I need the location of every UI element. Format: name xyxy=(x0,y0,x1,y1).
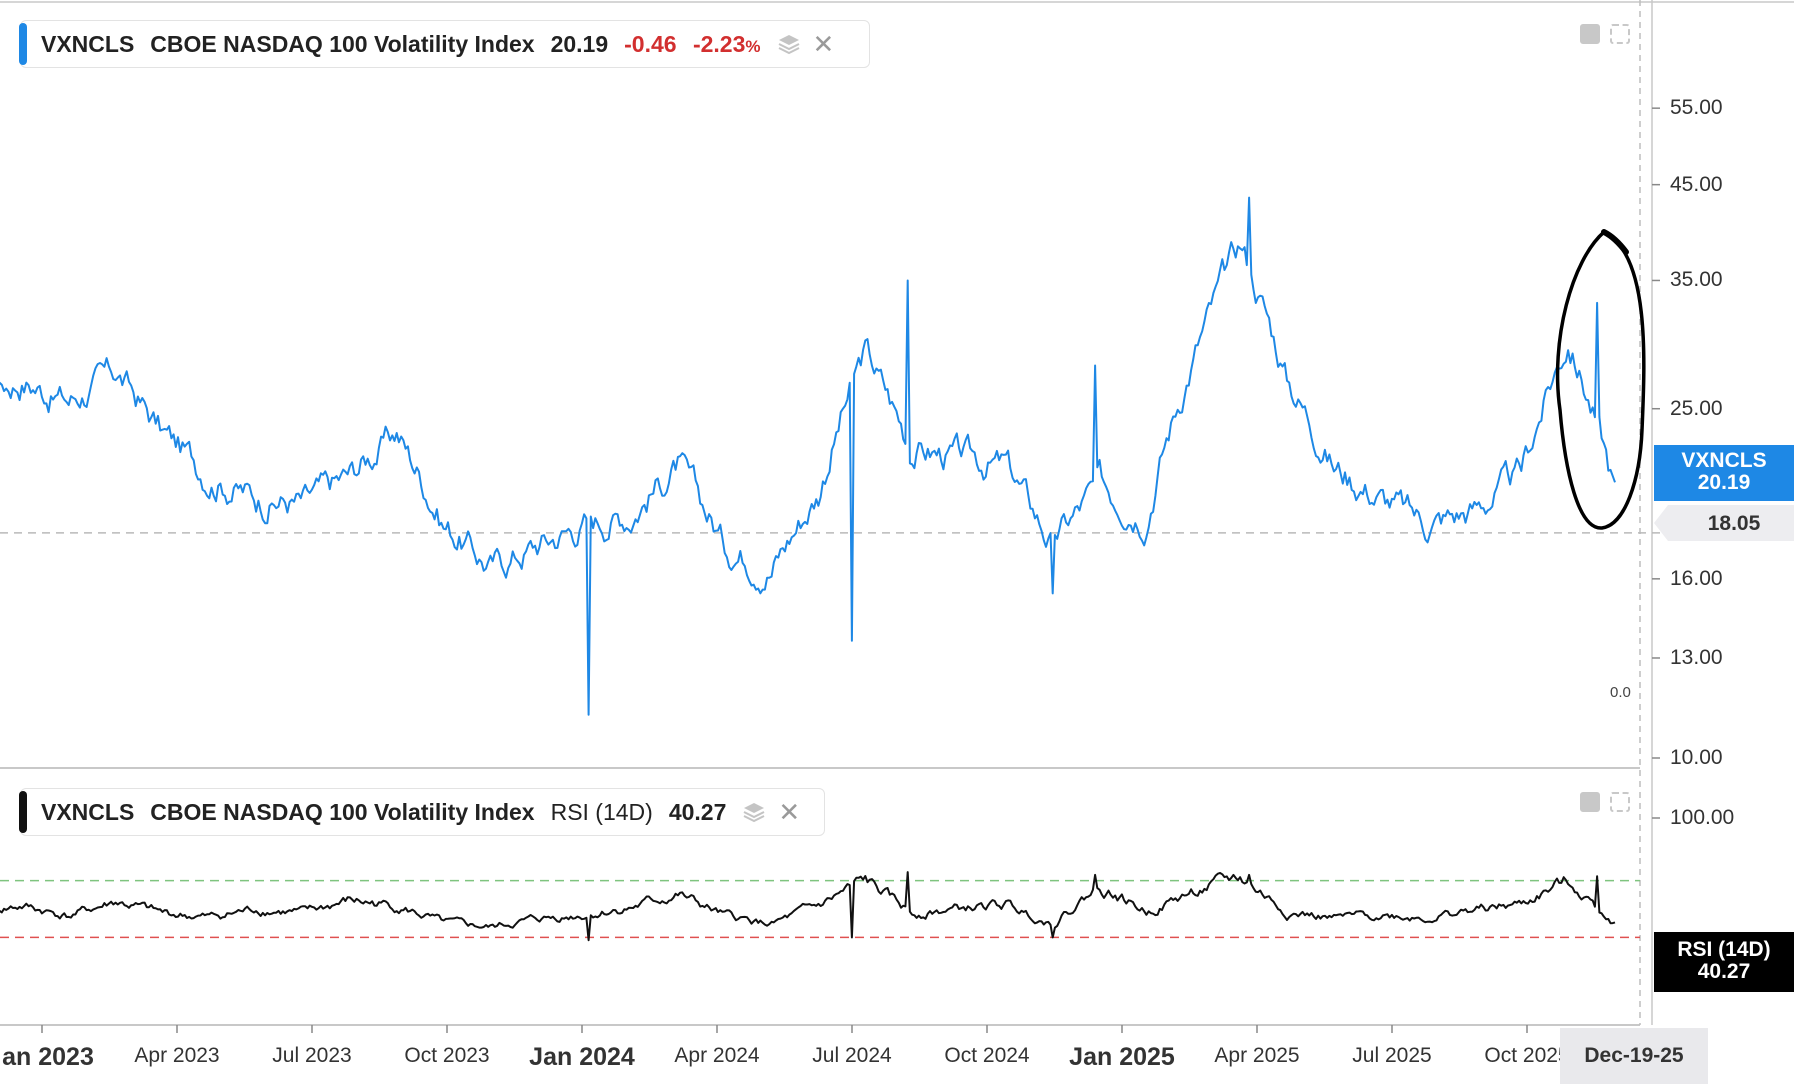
x-tick-label: Oct 2024 xyxy=(944,1044,1030,1067)
y-tick-label: 10.00 xyxy=(1670,746,1723,769)
maximize-pane-icon[interactable] xyxy=(1610,792,1630,812)
x-tick-label: Jan 2024 xyxy=(529,1043,635,1071)
legend-change-value: -0.46 xyxy=(624,30,677,57)
x-tick-label: Jul 2023 xyxy=(272,1044,352,1067)
rsi-legend-name: CBOE NASDAQ 100 Volatility Index xyxy=(150,798,535,825)
legend-name: CBOE NASDAQ 100 Volatility Index xyxy=(150,30,535,57)
y-tick-label: 16.00 xyxy=(1670,566,1723,590)
x-tick-label: Oct 2023 xyxy=(404,1044,490,1067)
layers-icon[interactable] xyxy=(777,33,801,55)
price-legend: VXNCLS CBOE NASDAQ 100 Volatility Index … xyxy=(19,20,870,68)
legend-last-value: 20.19 xyxy=(550,30,609,57)
x-tick-label: Jan 2025 xyxy=(1069,1043,1175,1071)
legend-change-pct: -2.23 xyxy=(692,30,746,57)
annotation-stroke-top xyxy=(1601,229,1629,255)
x-tick-label: Oct 2025 xyxy=(1484,1044,1570,1067)
close-icon[interactable]: ✕ xyxy=(778,796,801,827)
legend-symbol: VXNCLS xyxy=(41,30,135,57)
current-date-badge: Dec-19-25 xyxy=(1560,1028,1708,1084)
rsi-tag-label: RSI (14D) xyxy=(1677,938,1771,961)
rsi-pane-controls xyxy=(1580,792,1630,812)
y-tick-label: 25.00 xyxy=(1670,396,1723,420)
x-tick-label: Apr 2024 xyxy=(674,1044,760,1067)
annotation-ellipse xyxy=(1555,230,1646,530)
collapse-pane-icon[interactable] xyxy=(1580,24,1600,44)
maximize-pane-icon[interactable] xyxy=(1610,24,1630,44)
price-tag-label: VXNCLS xyxy=(1681,449,1767,472)
legend-pct-sign: % xyxy=(745,36,761,56)
rsi-series-line xyxy=(0,871,1616,942)
x-tick-label: Apr 2025 xyxy=(1214,1044,1300,1067)
price-tag-bg xyxy=(1654,445,1794,501)
y-tick-label: 55.00 xyxy=(1670,96,1723,120)
x-tick-label: Jul 2025 xyxy=(1352,1044,1432,1067)
close-icon[interactable]: ✕ xyxy=(812,28,835,59)
expand-pane-icon[interactable] xyxy=(1580,792,1600,812)
rsi-legend-value: 40.27 xyxy=(668,798,727,825)
price-tag-value: 20.19 xyxy=(1697,471,1751,494)
vxncls-series-line xyxy=(0,196,1616,716)
layers-icon[interactable] xyxy=(742,801,766,823)
rsi-legend-symbol: VXNCLS xyxy=(41,798,135,825)
rsi-legend-indicator: RSI (14D) xyxy=(550,798,653,825)
rsi-legend-accent xyxy=(19,791,27,833)
x-tick-label: an 2023 xyxy=(2,1043,94,1071)
price-pane-controls xyxy=(1580,24,1630,44)
reference-tag-value: 18.05 xyxy=(1707,512,1761,535)
zero-marker: 0.0 xyxy=(1610,684,1631,701)
y-tick-label: 13.00 xyxy=(1670,645,1723,669)
reference-tag: 18.05 xyxy=(1654,505,1794,541)
rsi-legend: VXNCLS CBOE NASDAQ 100 Volatility Index … xyxy=(19,788,825,836)
rsi-tag: RSI (14D) 40.27 xyxy=(1654,932,1794,992)
x-tick-label: Apr 2023 xyxy=(134,1044,220,1067)
legend-change: -0.46 -2.23% xyxy=(624,31,760,58)
rsi-tick-label: 100.00 xyxy=(1670,806,1735,829)
y-tick-label: 45.00 xyxy=(1670,172,1723,196)
last-price-tag: VXNCLS 20.19 xyxy=(1654,445,1794,501)
x-tick-label: Jul 2024 xyxy=(812,1044,892,1067)
rsi-tag-value: 40.27 xyxy=(1697,960,1751,983)
y-tick-label: 35.00 xyxy=(1670,268,1723,292)
price-legend-accent xyxy=(19,23,27,65)
